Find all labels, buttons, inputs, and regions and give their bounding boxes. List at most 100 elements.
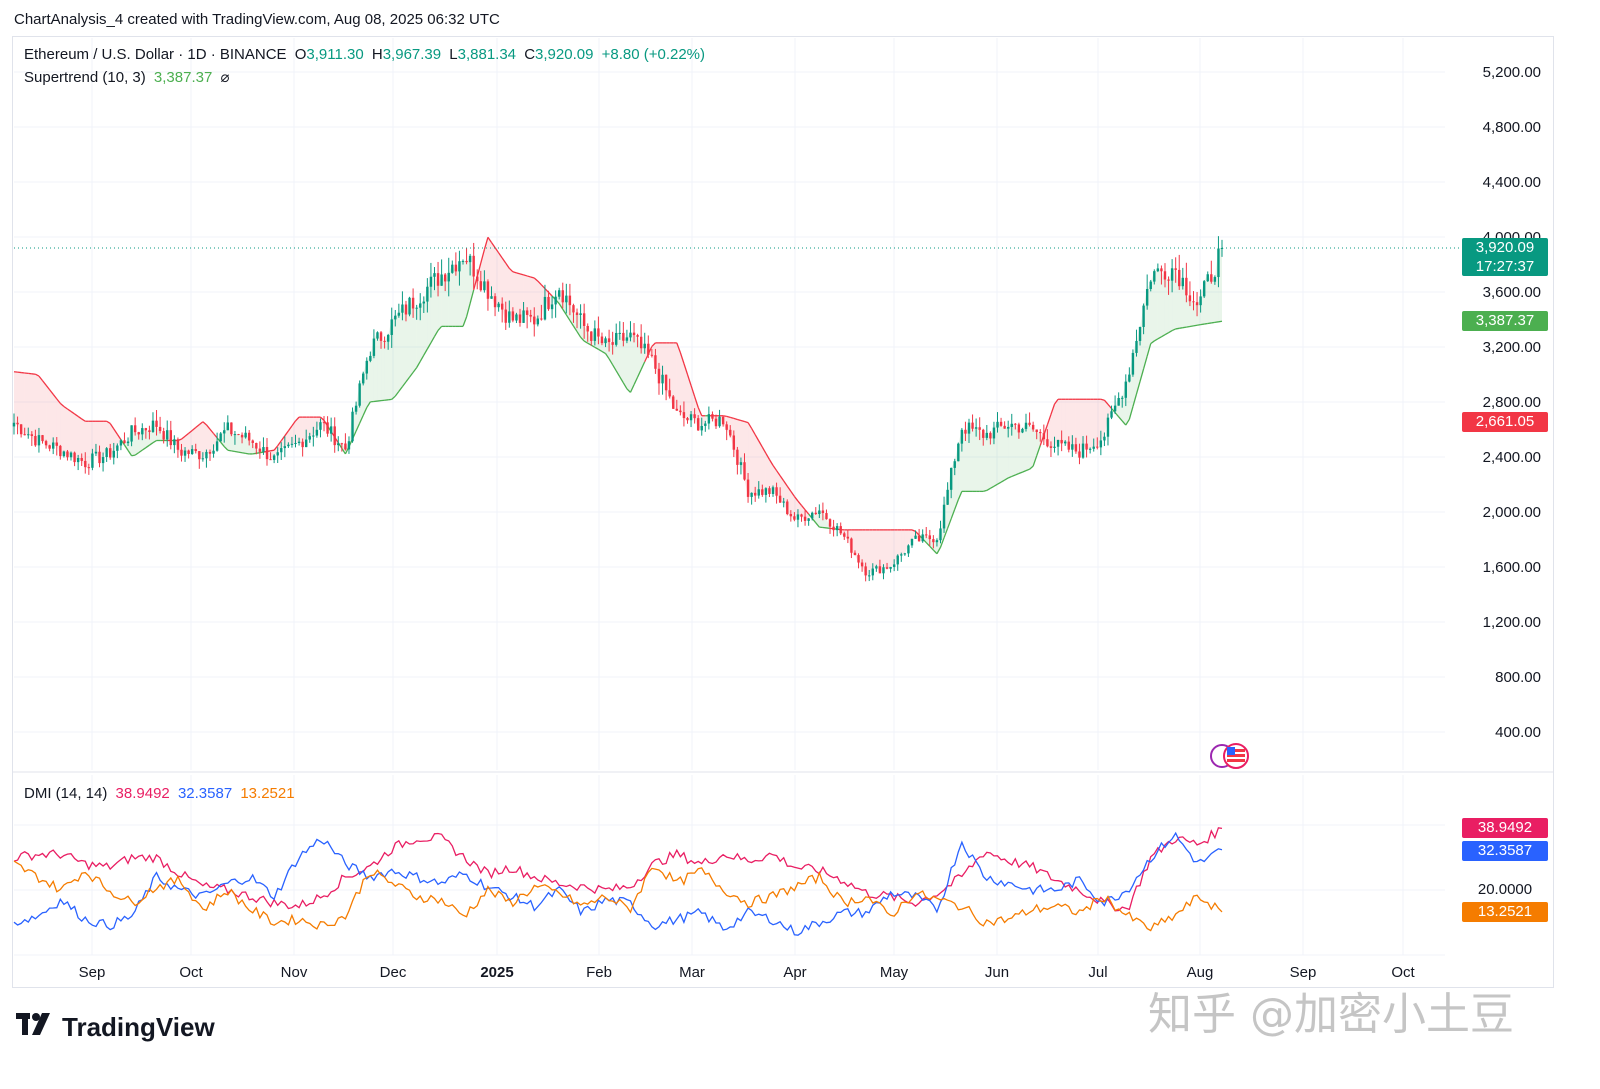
supertrend-segment <box>401 381 407 388</box>
supertrend-segment <box>911 529 916 533</box>
symbol-title[interactable]: Ethereum / U.S. Dollar · 1D · BINANCE <box>24 46 287 63</box>
candle-body <box>34 435 37 446</box>
candle-body <box>729 429 732 436</box>
supertrend-fill <box>1018 428 1023 474</box>
candle-body <box>525 310 529 315</box>
supertrend-fill <box>990 427 994 489</box>
candle-body <box>928 535 931 540</box>
candle-body <box>704 423 707 426</box>
supertrend-fill <box>199 421 203 460</box>
supertrend-fill <box>758 440 763 495</box>
supertrend-fill <box>1157 268 1162 339</box>
price-change: +8.80 (+0.22%) <box>601 46 705 63</box>
candle-body <box>529 314 532 317</box>
candle-body <box>187 450 190 455</box>
candle-body <box>1213 277 1217 282</box>
supertrend-segment <box>997 481 1002 485</box>
supertrend-fill <box>979 429 984 492</box>
supertrend-segment <box>1111 408 1116 414</box>
supertrend-fill <box>1008 423 1012 478</box>
candle-body <box>949 467 953 490</box>
candle-body <box>112 450 115 458</box>
candle-body <box>850 538 853 553</box>
supertrend-segment <box>1146 343 1152 357</box>
y-tick-label: 3,600.00 <box>1483 284 1541 301</box>
candle-body <box>230 422 233 435</box>
candle-body <box>721 416 725 425</box>
candle-body <box>109 448 112 458</box>
candle-body <box>875 566 878 569</box>
supertrend-segment <box>726 415 731 419</box>
candle-body <box>647 343 650 355</box>
supertrend-fill <box>911 529 916 539</box>
supertrend-label[interactable]: Supertrend (10, 3) <box>24 69 146 86</box>
ohlc-low: 3,881.34 <box>457 46 517 63</box>
candle-body <box>868 575 871 577</box>
candle-body <box>272 455 276 460</box>
supertrend-segment <box>134 452 140 456</box>
candle-body <box>917 535 921 542</box>
supertrend-fill <box>213 433 218 451</box>
candle-body <box>1028 422 1031 425</box>
supertrend-fill <box>865 529 870 576</box>
candle-body <box>1145 289 1149 306</box>
supertrend-segment <box>608 358 614 366</box>
candle-body <box>269 459 272 461</box>
candle-body <box>440 274 443 286</box>
supertrend-fill <box>822 513 827 528</box>
dmi-label[interactable]: DMI (14, 14) <box>24 785 108 802</box>
supertrend-fill <box>879 529 884 574</box>
supertrend-series <box>13 236 1223 576</box>
candle-body <box>190 449 194 455</box>
candle-body <box>978 427 981 430</box>
supertrend-segment <box>1153 338 1159 342</box>
supertrend-fill <box>876 529 880 574</box>
supertrend-fill <box>1182 277 1187 328</box>
candle-body <box>394 315 397 320</box>
supertrend-segment <box>1142 356 1148 370</box>
supertrend-segment <box>533 277 539 282</box>
supertrend-segment <box>1018 471 1023 475</box>
supertrend-segment <box>487 236 493 243</box>
candle-body <box>714 418 718 427</box>
candle-body <box>903 553 907 555</box>
supertrend-segment <box>67 408 72 413</box>
supertrend-fill <box>537 281 542 320</box>
visibility-icon[interactable]: ⌀ <box>220 69 230 86</box>
tradingview-logo[interactable]: TradingView <box>16 1012 215 1043</box>
candle-body <box>201 458 205 460</box>
supertrend-fill <box>167 430 171 446</box>
candle-body <box>853 552 857 556</box>
supertrend-fill <box>887 529 891 569</box>
candle-body <box>98 451 101 464</box>
supertrend-segment <box>583 340 589 344</box>
supertrend-fill <box>391 315 396 400</box>
candle-body <box>942 504 946 529</box>
candle-body <box>404 304 408 315</box>
supertrend-segment <box>761 446 767 454</box>
supertrend-segment <box>398 386 403 392</box>
x-tick-label: Dec <box>380 964 407 981</box>
candle-body <box>276 452 279 456</box>
supertrend-fill <box>765 453 770 494</box>
candle-body <box>1078 451 1081 458</box>
candle-body <box>540 318 543 320</box>
supertrend-fill <box>234 434 239 453</box>
candle-body <box>818 510 821 515</box>
supertrend-segment <box>1015 472 1020 476</box>
candle-body <box>251 440 254 443</box>
supertrend-segment <box>45 384 51 391</box>
candle-body <box>1188 295 1192 302</box>
candle-body <box>679 410 682 413</box>
supertrend-segment <box>1004 477 1009 481</box>
supertrend-segment <box>1011 474 1016 478</box>
candle-body <box>1210 274 1213 282</box>
economic-event-flag-icon[interactable] <box>1210 742 1250 770</box>
supertrend-segment <box>1161 334 1166 338</box>
supertrend-segment <box>1200 323 1205 326</box>
supertrend-segment <box>63 405 68 410</box>
candle-body <box>1113 405 1117 412</box>
candle-body <box>515 314 518 321</box>
supertrend-fill <box>341 443 346 454</box>
